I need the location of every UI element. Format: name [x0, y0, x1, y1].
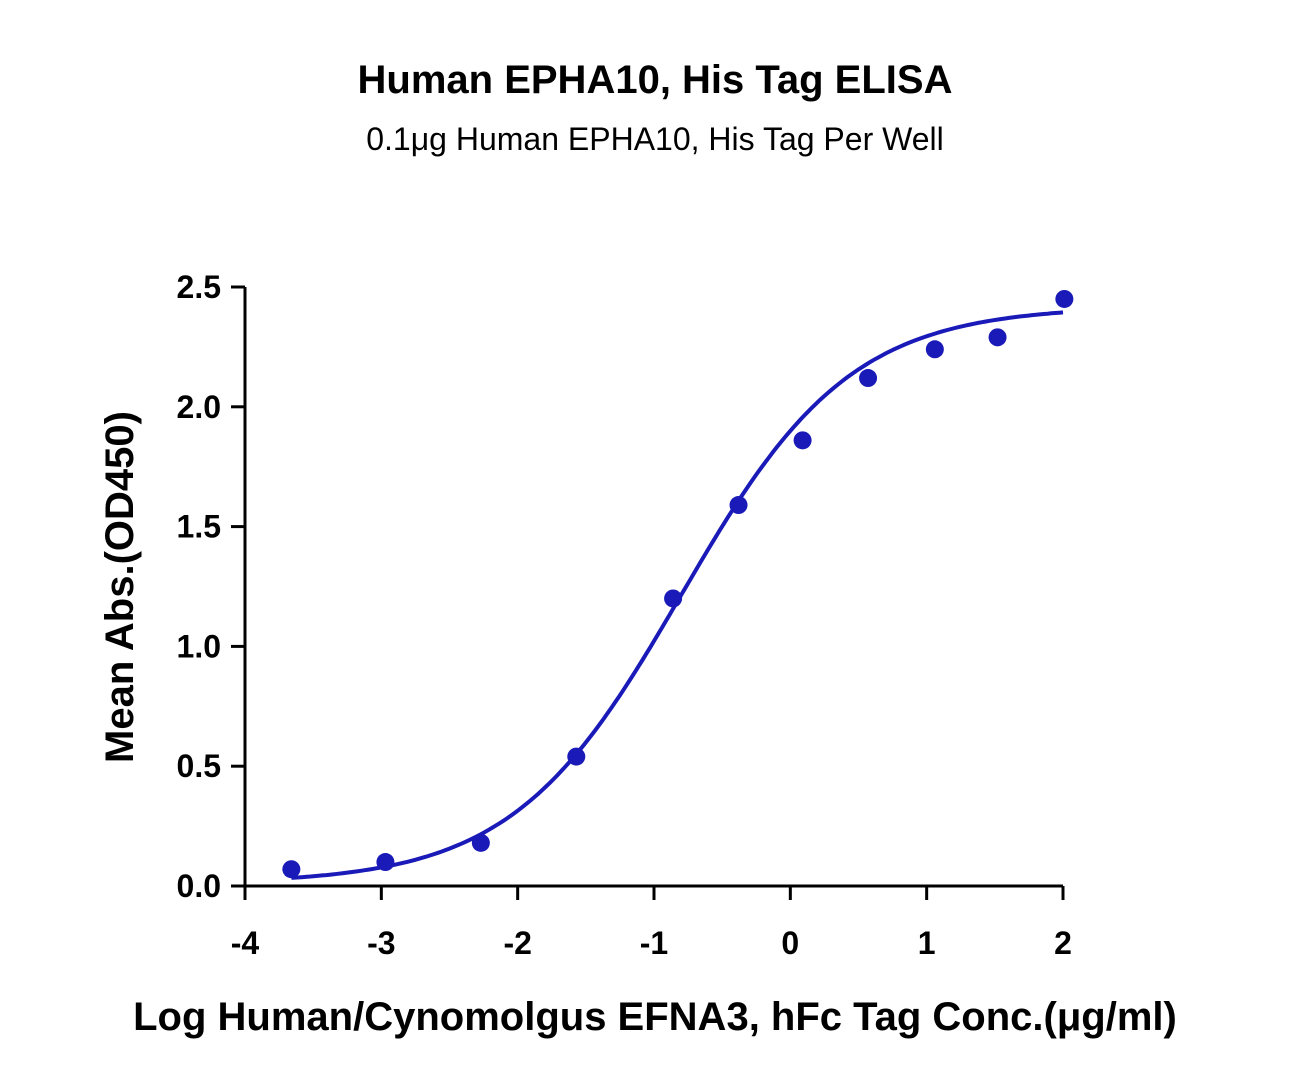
- data-point: [925, 340, 944, 359]
- data-point: [567, 747, 586, 766]
- x-tick-label: -2: [503, 925, 531, 961]
- data-point: [988, 328, 1007, 347]
- data-point: [859, 369, 878, 388]
- y-axis-label: Mean Abs.(OD450): [98, 411, 142, 763]
- y-tick-label: 2.5: [177, 269, 221, 305]
- x-tick-label: -4: [231, 925, 260, 961]
- y-tick-label: 0.0: [177, 868, 221, 904]
- data-points: [282, 289, 1074, 879]
- data-point: [376, 853, 395, 872]
- y-tick-label: 1.0: [177, 628, 221, 664]
- data-point: [793, 431, 812, 450]
- x-tick-label: 2: [1054, 925, 1072, 961]
- data-point: [471, 833, 490, 852]
- y-tick-label: 1.5: [177, 509, 221, 545]
- chart-subtitle: 0.1μg Human EPHA10, His Tag Per Well: [366, 121, 944, 157]
- axes: -4 -3 -2 -1 0 1 2 0.0 0.5 1.0 1.5 2.0 2.5: [177, 269, 1072, 961]
- x-tick-label: 0: [781, 925, 799, 961]
- x-axis-label: Log Human/Cynomolgus EFNA3, hFc Tag Conc…: [133, 995, 1177, 1039]
- y-tick-label: 2.0: [177, 389, 221, 425]
- chart-title: Human EPHA10, His Tag ELISA: [358, 58, 953, 102]
- x-tick-label: 1: [918, 925, 936, 961]
- x-tick-label: -3: [367, 925, 395, 961]
- y-tick-label: 0.5: [177, 748, 221, 784]
- data-point: [664, 589, 683, 608]
- x-tick-label: -1: [640, 925, 668, 961]
- data-point: [1055, 289, 1074, 308]
- data-point: [729, 496, 748, 515]
- data-point: [282, 860, 301, 879]
